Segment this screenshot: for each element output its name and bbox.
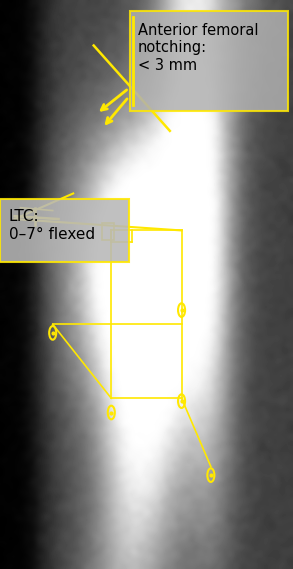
Bar	[103, 223, 114, 240]
Text: LTC:
0–7° flexed: LTC: 0–7° flexed	[9, 209, 95, 242]
Text: Anterior femoral
notching:
< 3 mm: Anterior femoral notching: < 3 mm	[138, 23, 258, 73]
FancyBboxPatch shape	[130, 11, 288, 111]
FancyBboxPatch shape	[0, 199, 129, 262]
